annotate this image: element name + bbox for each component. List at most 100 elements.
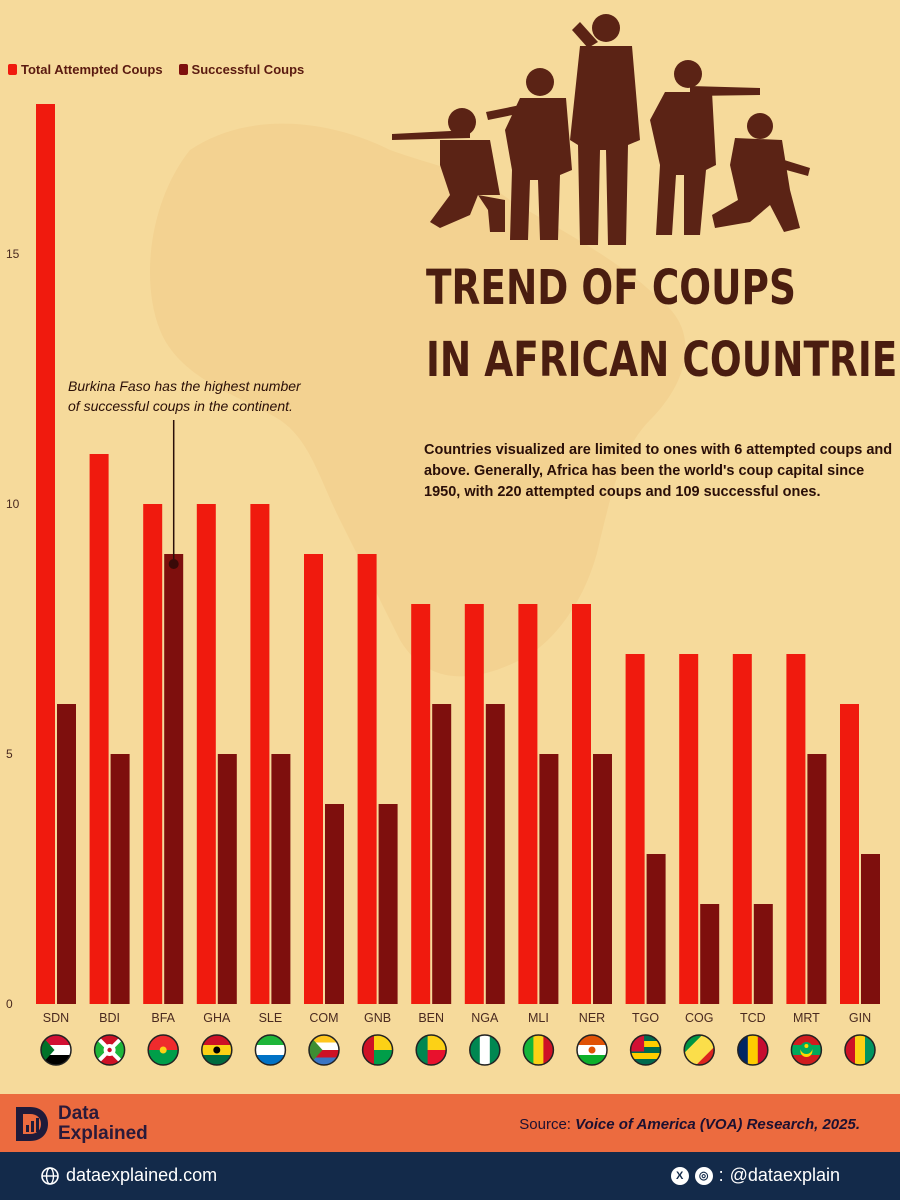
- flag-gha-icon: [201, 1034, 233, 1066]
- flag-stripe: [791, 1055, 822, 1065]
- bar-attempted-nga: [464, 604, 484, 1004]
- data-explained-logo-icon: [16, 1107, 48, 1141]
- flag-fill: [255, 1035, 286, 1065]
- flag-stripe: [577, 1035, 607, 1046]
- flag-band: [416, 1035, 428, 1065]
- flag-border: [844, 1034, 876, 1066]
- flag-stripe: [309, 1042, 339, 1051]
- annotation-callout: [168, 420, 179, 569]
- soldiers-silhouette: [392, 14, 810, 245]
- flag-stripe: [533, 1035, 544, 1065]
- bar-successful-gin: [861, 854, 880, 1004]
- website-link[interactable]: dataexplained.com: [40, 1165, 217, 1186]
- flag-tri: [41, 1035, 55, 1065]
- flag-sdn-icon: [40, 1034, 72, 1066]
- legend-label-attempted: Total Attempted Coups: [21, 62, 163, 77]
- flag-border: [576, 1034, 608, 1066]
- flag-stripe: [855, 1035, 866, 1065]
- flag-gnb-icon: [361, 1034, 394, 1066]
- flag-star: [804, 1044, 809, 1048]
- flags-row: [40, 1034, 876, 1066]
- flag-stripe: [630, 1041, 661, 1048]
- flag-border: [40, 1034, 72, 1066]
- flag-mli-icon: [522, 1034, 555, 1066]
- flag-stripe: [148, 1035, 179, 1051]
- brand-name: Data Explained: [58, 1104, 148, 1144]
- x-tick-label-ben: BEN: [418, 1011, 444, 1025]
- x-tick-label-sle: SLE: [259, 1011, 283, 1025]
- flag-stripe: [309, 1057, 339, 1065]
- chart-canvas: 0 5 10 15 SDN BDI BFA GHA SLE COM GNB BEN NGA MLI NER…: [6, 14, 880, 1066]
- bar-successful-sdn: [57, 704, 76, 1004]
- flag-stripe: [845, 1035, 856, 1065]
- flag-stripe: [201, 1035, 232, 1046]
- bar-successful-mli: [539, 754, 559, 1004]
- flag-fill: [309, 1035, 339, 1065]
- annotation-line-2: of successful coups in the continent.: [68, 398, 293, 414]
- flag-stripe: [737, 1035, 749, 1065]
- source-value: Voice of America (VOA) Research, 2025.: [575, 1116, 860, 1133]
- flag-bfa-icon: [147, 1034, 179, 1066]
- instagram-icon: ◎: [694, 1166, 713, 1185]
- brand-line-2: Explained: [58, 1123, 148, 1144]
- flag-fill: [41, 1035, 71, 1065]
- bar-attempted-tgo: [625, 654, 645, 1004]
- flag-nga-icon: [469, 1034, 501, 1066]
- title-line-2: in African Countries: [426, 332, 900, 388]
- flag-tgo-icon: [629, 1034, 662, 1066]
- flag-ner-icon: [576, 1034, 608, 1066]
- x-logo-icon: X: [670, 1166, 689, 1185]
- social-link[interactable]: X ◎ : @dataexplain: [670, 1165, 840, 1186]
- flag-border: [147, 1034, 179, 1066]
- bar-successful-cog: [700, 904, 720, 1004]
- flag-fill: [148, 1035, 179, 1065]
- x-tick-label-nga: NGA: [471, 1011, 499, 1025]
- y-tick-label: 5: [6, 747, 13, 761]
- bar-successful-gnb: [378, 804, 398, 1004]
- legend-item-successful: Successful Coups: [178, 62, 305, 77]
- x-tick-label-tgo: TGO: [632, 1011, 659, 1025]
- flag-disc: [588, 1046, 596, 1054]
- bar-attempted-ner: [572, 604, 591, 1004]
- legend-label-successful: Successful Coups: [191, 62, 305, 77]
- bar-successful-nga: [485, 704, 505, 1004]
- bar-attempted-cog: [679, 654, 699, 1004]
- title-line-1: Trend of Coups: [426, 260, 796, 316]
- flag-border: [790, 1034, 823, 1066]
- flag-com-icon: [308, 1034, 340, 1066]
- legend-swatch-successful: [178, 64, 188, 75]
- flag-fill: [791, 1035, 822, 1065]
- flag-stripe: [41, 1035, 71, 1046]
- flag-border: [308, 1034, 340, 1066]
- x-tick-label-cog: COG: [685, 1011, 713, 1025]
- flag-border: [361, 1034, 394, 1066]
- social-colon: :: [718, 1165, 724, 1185]
- flag-tri: [94, 1035, 110, 1065]
- y-tick-label: 0: [6, 997, 13, 1011]
- bar-successful-sle: [271, 754, 291, 1004]
- x-tick-label-com: COM: [309, 1011, 338, 1025]
- bottom-band: dataexplained.com X ◎ : @dataexplain: [0, 1152, 900, 1200]
- flag-stripe: [523, 1035, 534, 1065]
- flag-tcd-icon: [737, 1034, 769, 1066]
- flag-stripe: [255, 1055, 286, 1065]
- flag-fill: [94, 1035, 125, 1065]
- flag-stripe: [309, 1050, 339, 1058]
- flag-border: [683, 1034, 715, 1066]
- flag-tri: [109, 1035, 125, 1065]
- flag-sle-icon: [254, 1034, 287, 1066]
- flag-fill: [523, 1035, 554, 1065]
- flag-border: [415, 1034, 447, 1066]
- page-title: Trend of Coups in African Countries: [426, 252, 900, 396]
- flag-gin-icon: [844, 1034, 876, 1066]
- africa-map-silhouette: [150, 123, 686, 677]
- bar-successful-bdi: [110, 754, 130, 1004]
- flag-border: [254, 1034, 287, 1066]
- y-axis: 0 5 10 15: [6, 247, 20, 1011]
- flag-stripe: [469, 1035, 481, 1065]
- flag-stripe: [865, 1035, 875, 1065]
- flag-fill: [416, 1035, 447, 1065]
- flag-fill: [469, 1035, 500, 1065]
- x-tick-label-gin: GIN: [849, 1011, 871, 1025]
